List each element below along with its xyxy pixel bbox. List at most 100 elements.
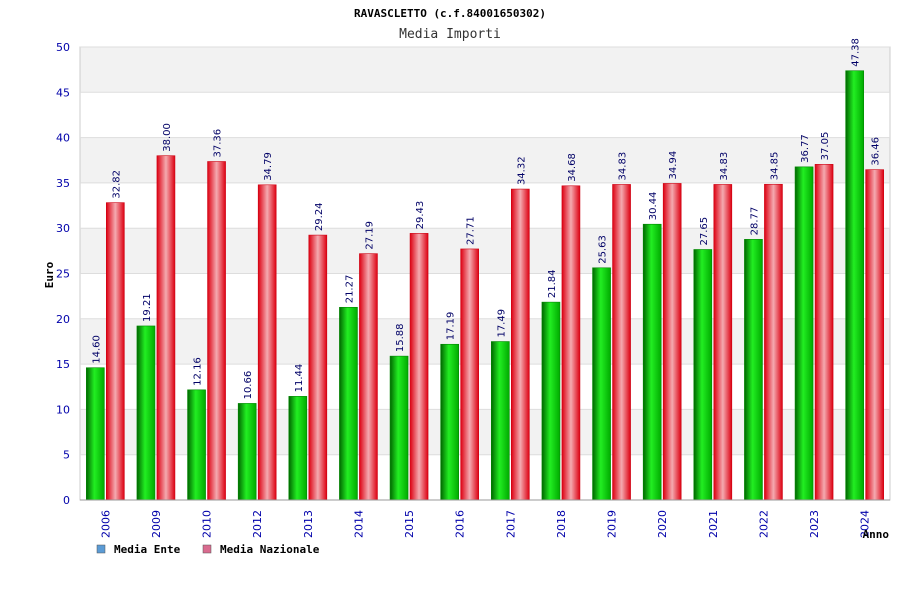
bar-media-nazionale-2024 bbox=[865, 169, 884, 501]
x-axis-label: Anno bbox=[863, 528, 890, 541]
bar-media-nazionale-2015 bbox=[409, 233, 429, 501]
value-label: 15.88 bbox=[395, 323, 406, 352]
y-tick-label: 40 bbox=[56, 132, 70, 145]
x-tick-label: 2020 bbox=[656, 510, 669, 538]
x-tick-label: 2019 bbox=[606, 510, 619, 538]
x-tick-label: 2018 bbox=[555, 510, 568, 538]
bar-media-ente-2016 bbox=[440, 343, 459, 501]
value-label: 36.77 bbox=[800, 134, 811, 163]
x-tick-label: 2017 bbox=[504, 510, 517, 538]
value-label: 21.27 bbox=[344, 275, 355, 304]
y-axis-label: Euro bbox=[43, 261, 56, 288]
y-axis-ticks: 0 5 10 15 20 25 30 35 40 45 50 bbox=[56, 41, 70, 507]
value-label: 30.44 bbox=[648, 192, 659, 221]
x-tick-label: 2012 bbox=[251, 510, 264, 538]
value-label: 34.83 bbox=[719, 152, 730, 181]
value-label: 27.65 bbox=[699, 217, 710, 246]
x-tick-label: 2013 bbox=[302, 510, 315, 538]
bar-media-nazionale-2018 bbox=[561, 185, 581, 501]
y-tick-label: 45 bbox=[56, 86, 70, 99]
bar-media-ente-2012 bbox=[237, 403, 257, 501]
x-tick-label: 2006 bbox=[99, 510, 112, 538]
bar-media-ente-2020 bbox=[642, 223, 662, 501]
value-label: 34.83 bbox=[618, 152, 629, 181]
value-label: 11.44 bbox=[294, 364, 305, 393]
x-tick-label: 2016 bbox=[454, 510, 467, 538]
bar-media-nazionale-2021 bbox=[713, 184, 733, 501]
value-label: 19.21 bbox=[142, 293, 153, 322]
x-tick-label: 2009 bbox=[150, 510, 163, 538]
value-label: 27.19 bbox=[364, 221, 375, 250]
bar-media-nazionale-2010 bbox=[207, 161, 226, 501]
x-tick-label: 2022 bbox=[757, 510, 770, 538]
value-label: 29.24 bbox=[314, 202, 325, 231]
value-label: 34.32 bbox=[516, 156, 527, 185]
value-label: 38.00 bbox=[162, 123, 173, 152]
bar-media-nazionale-2020 bbox=[662, 183, 682, 501]
x-tick-label: 2023 bbox=[808, 510, 821, 538]
value-labels: 14.60 32.82 19.21 38.00 12.16 37.36 10.66 34.79… bbox=[91, 38, 881, 399]
value-label: 25.63 bbox=[598, 235, 609, 264]
value-label: 34.94 bbox=[668, 151, 679, 180]
bar-media-ente-2009 bbox=[136, 325, 156, 501]
bar-media-nazionale-2013 bbox=[308, 234, 328, 501]
value-label: 29.43 bbox=[415, 201, 426, 230]
value-label: 34.68 bbox=[567, 153, 578, 182]
legend-label-media-nazionale: Media Nazionale bbox=[220, 543, 320, 556]
x-tick-label: 2015 bbox=[403, 510, 416, 538]
bar-media-ente-2023 bbox=[794, 166, 814, 501]
bar-media-ente-2014 bbox=[339, 306, 358, 501]
grid-band bbox=[80, 47, 890, 93]
bar-media-ente-2022 bbox=[744, 239, 763, 501]
value-label: 47.38 bbox=[851, 38, 862, 67]
bar-media-nazionale-2019 bbox=[612, 184, 631, 501]
bar-media-ente-2010 bbox=[187, 389, 206, 501]
value-label: 27.71 bbox=[466, 216, 477, 245]
x-tick-label: 2024 bbox=[859, 510, 872, 538]
bar-media-ente-2021 bbox=[693, 249, 713, 501]
value-label: 17.49 bbox=[496, 309, 507, 338]
value-label: 36.46 bbox=[871, 137, 882, 166]
bar-media-nazionale-2016 bbox=[460, 248, 479, 501]
bar-media-nazionale-2017 bbox=[511, 188, 530, 501]
grid-band bbox=[80, 137, 890, 183]
legend-swatch-media-ente bbox=[96, 544, 106, 554]
bar-media-nazionale-2012 bbox=[257, 184, 277, 501]
value-label: 10.66 bbox=[243, 371, 254, 400]
x-tick-label: 2021 bbox=[707, 510, 720, 538]
y-tick-label: 0 bbox=[63, 494, 70, 507]
chart-title: RAVASCLETTO (c.f.84001650302) bbox=[354, 7, 546, 20]
value-label: 17.19 bbox=[446, 312, 457, 341]
bar-media-ente-2006 bbox=[86, 367, 105, 501]
bar-media-nazionale-2022 bbox=[764, 183, 783, 501]
bar-media-nazionale-2023 bbox=[814, 164, 834, 501]
y-tick-label: 50 bbox=[56, 41, 70, 54]
y-tick-label: 25 bbox=[56, 268, 70, 281]
legend-swatch-media-nazionale bbox=[202, 544, 212, 554]
bar-media-ente-2018 bbox=[541, 301, 561, 501]
value-label: 37.36 bbox=[213, 129, 224, 158]
value-label: 28.77 bbox=[749, 207, 760, 236]
bar-media-nazionale-2009 bbox=[156, 155, 176, 501]
legend: Media Ente Media Nazionale bbox=[96, 543, 320, 556]
bar-media-nazionale-2014 bbox=[359, 253, 378, 501]
x-tick-label: 2014 bbox=[352, 510, 365, 538]
bar-media-ente-2017 bbox=[491, 341, 510, 501]
value-label: 34.85 bbox=[769, 152, 780, 181]
value-label: 21.84 bbox=[547, 269, 558, 298]
y-tick-label: 15 bbox=[56, 358, 70, 371]
bar-media-ente-2015 bbox=[389, 355, 409, 501]
x-tick-label: 2010 bbox=[201, 510, 214, 538]
y-tick-label: 20 bbox=[56, 313, 70, 326]
value-label: 34.79 bbox=[263, 152, 274, 181]
value-label: 32.82 bbox=[111, 170, 122, 199]
value-label: 12.16 bbox=[193, 357, 204, 386]
bar-media-ente-2024 bbox=[845, 70, 864, 501]
bar-media-nazionale-2006 bbox=[106, 202, 125, 501]
bar-media-ente-2019 bbox=[592, 267, 611, 501]
legend-label-media-ente: Media Ente bbox=[114, 543, 181, 556]
x-axis-ticks: 2006 2009 2010 2012 2013 2014 2015 2016 2017 2018… bbox=[80, 499, 890, 538]
chart-subtitle: Media Importi bbox=[399, 27, 501, 42]
value-label: 14.60 bbox=[91, 335, 102, 364]
